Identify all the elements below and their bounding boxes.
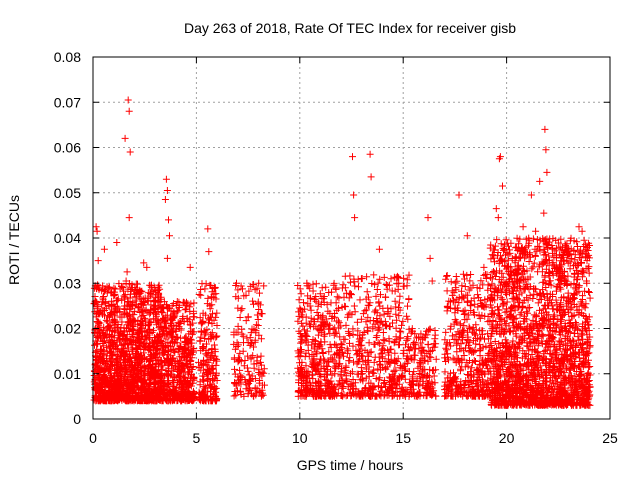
axis-ticks: 0 0.01 0.02 0.03 0.04 0.05 0.06 0.07 0.08 0 5 10 15 2… [54,49,618,446]
y-tick-label: 0.05 [54,185,81,201]
y-tick-label: 0.01 [54,366,81,382]
y-tick-label: 0.02 [54,321,81,337]
chart-title: Day 263 of 2018, Rate Of TEC Index for r… [184,20,516,36]
x-axis-label: GPS time / hours [297,457,404,473]
x-tick-label: 10 [292,430,308,446]
y-tick-label: 0.03 [54,275,81,291]
scatter-points [90,96,594,409]
data-point-markers [90,96,594,409]
x-tick-label: 20 [499,430,515,446]
x-tick-label: 0 [89,430,97,446]
y-tick-label: 0.04 [54,230,81,246]
y-tick-label: 0.07 [54,94,81,110]
x-tick-label: 25 [602,430,618,446]
y-axis-label: ROTI / TECUs [6,195,22,285]
y-tick-label: 0 [73,411,81,427]
x-tick-label: 15 [395,430,411,446]
y-tick-label: 0.08 [54,49,81,65]
x-tick-label: 5 [193,430,201,446]
y-tick-label: 0.06 [54,140,81,156]
